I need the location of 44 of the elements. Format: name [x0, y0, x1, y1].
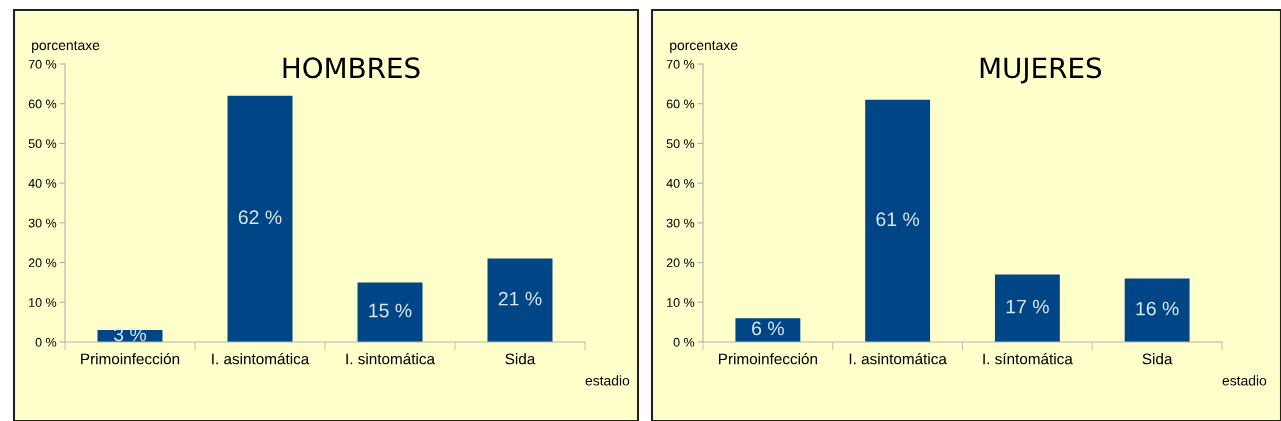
y-tick-label: 50 %	[666, 139, 695, 149]
y-axis-title: porcentaxe	[32, 41, 100, 53]
x-axis-title: estadio	[585, 375, 630, 386]
x-tick-label: I. asintomática	[849, 352, 947, 365]
text: 3 %	[113, 327, 147, 342]
bar	[357, 282, 423, 342]
x-tick-label: Primoinfección	[81, 352, 180, 365]
y-tick-label: 70 %	[28, 59, 57, 69]
y-tick-label: 40 %	[28, 178, 57, 188]
y-tick-label: 60 %	[666, 99, 695, 109]
x-tick-label: I. sintomática	[346, 352, 435, 365]
text: 17 %	[1006, 299, 1049, 314]
y-tick-label: 70 %	[666, 59, 695, 69]
text: 62 %	[238, 210, 282, 225]
y-tick-label: 10 %	[29, 298, 57, 307]
text: 16 %	[1136, 301, 1179, 316]
chart-title: MUJERES	[980, 57, 1102, 84]
y-tick-label: 0 %	[35, 337, 57, 347]
text: 6 %	[752, 321, 784, 336]
y-axis-title: porcentaxe	[670, 41, 738, 53]
x-tick-label: I. asintomática	[212, 352, 310, 365]
bar	[227, 95, 293, 342]
chart-title: HOMBRES	[283, 57, 420, 79]
bar	[865, 99, 931, 342]
y-tick-label: 60 %	[28, 99, 57, 109]
bar	[994, 274, 1060, 342]
x-tick-label: Sida	[1142, 353, 1173, 365]
text: 15 %	[369, 303, 412, 318]
y-tick-label: 30 %	[28, 218, 57, 228]
y-tick-label: 20 %	[666, 258, 695, 268]
y-tick-label: 0 %	[673, 337, 695, 347]
text: 61 %	[876, 212, 920, 227]
y-tick-label: 40 %	[666, 178, 695, 188]
x-tick-label: I. síntomática	[983, 352, 1073, 365]
bar	[487, 258, 553, 342]
y-tick-label: 50 %	[28, 139, 57, 149]
y-tick-label: 30 %	[666, 218, 695, 228]
text: 21 %	[498, 291, 542, 306]
bar	[1124, 278, 1190, 342]
y-tick-label: 10 %	[667, 298, 695, 307]
x-tick-label: Primoinfección	[719, 352, 817, 365]
x-axis-title: estadio	[1222, 375, 1267, 386]
x-tick-label: Sida	[505, 353, 536, 365]
y-tick-label: 20 %	[28, 258, 57, 268]
